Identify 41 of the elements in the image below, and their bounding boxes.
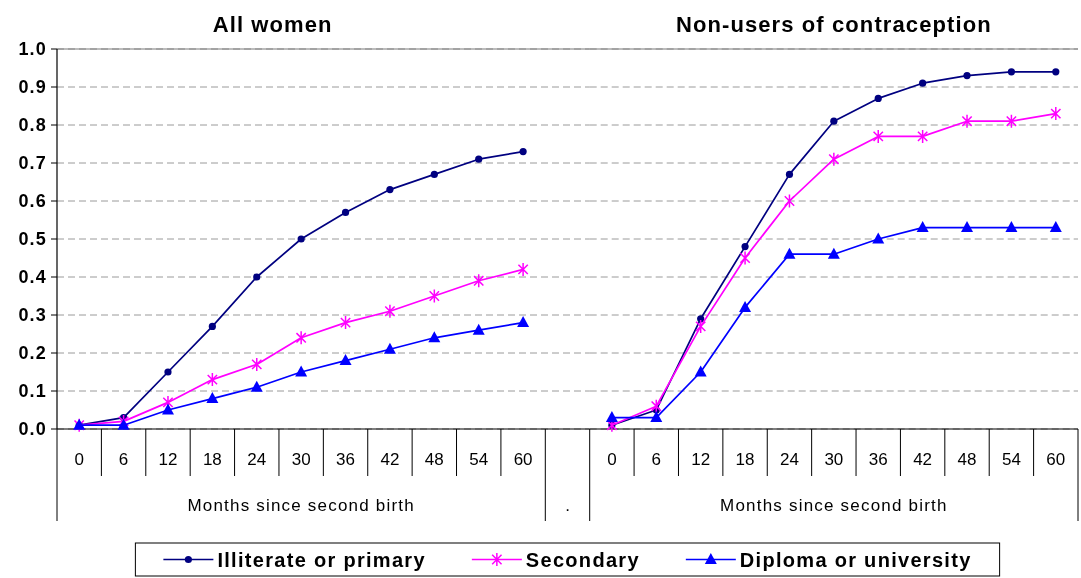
chart-title: All women: [212, 12, 333, 37]
x-tick-label: 48: [957, 450, 977, 469]
y-tick-label: 0.6: [18, 191, 47, 212]
x-axis-title: Months since second birth: [187, 496, 415, 515]
y-tick-label: 0.8: [18, 115, 47, 136]
x-tick-label: 24: [780, 450, 799, 469]
y-tick-label: 0.9: [18, 77, 47, 98]
y-tick-label: 1.0: [18, 39, 47, 60]
x-tick-label: 54: [469, 450, 489, 469]
y-tick-label: 0.0: [18, 419, 47, 440]
y-tick-label: 0.7: [18, 153, 47, 174]
x-tick-label: 6: [118, 450, 129, 469]
x-tick-label: 54: [1001, 450, 1021, 469]
x-tick-label: 24: [247, 450, 267, 469]
x-tick-label: 60: [1046, 450, 1066, 469]
legend-label: Secondary: [525, 548, 640, 571]
x-tick-label: 36: [868, 450, 888, 469]
x-tick-label: 6: [651, 450, 662, 469]
x-tick-label: 0: [607, 450, 617, 469]
x-tick-label: 30: [824, 450, 844, 469]
x-tick-label: 18: [735, 450, 755, 469]
x-tick-label: 36: [336, 450, 355, 469]
y-tick-label: 0.2: [18, 343, 47, 364]
x-tick-label: 30: [291, 450, 311, 469]
legend-label: Diploma or university: [739, 548, 972, 571]
text: .: [565, 496, 570, 515]
y-tick-label: 0.3: [18, 305, 47, 326]
y-tick-label: 0.4: [18, 267, 47, 288]
x-tick-label: 12: [691, 450, 711, 469]
y-tick-label: 0.5: [18, 229, 47, 250]
chart-title: Non-users of contraception: [675, 12, 992, 37]
x-tick-label: 18: [202, 450, 222, 469]
y-tick-label: 0.1: [18, 381, 47, 402]
x-tick-label: 48: [424, 450, 444, 469]
x-tick-label: 0: [74, 450, 84, 469]
x-tick-label: 60: [513, 450, 533, 469]
x-tick-label: 12: [158, 450, 178, 469]
legend-label: Illiterate or primary: [217, 548, 426, 571]
x-tick-label: 42: [380, 450, 400, 469]
x-axis-title: Months since second birth: [720, 496, 948, 515]
x-tick-label: 42: [913, 450, 933, 469]
